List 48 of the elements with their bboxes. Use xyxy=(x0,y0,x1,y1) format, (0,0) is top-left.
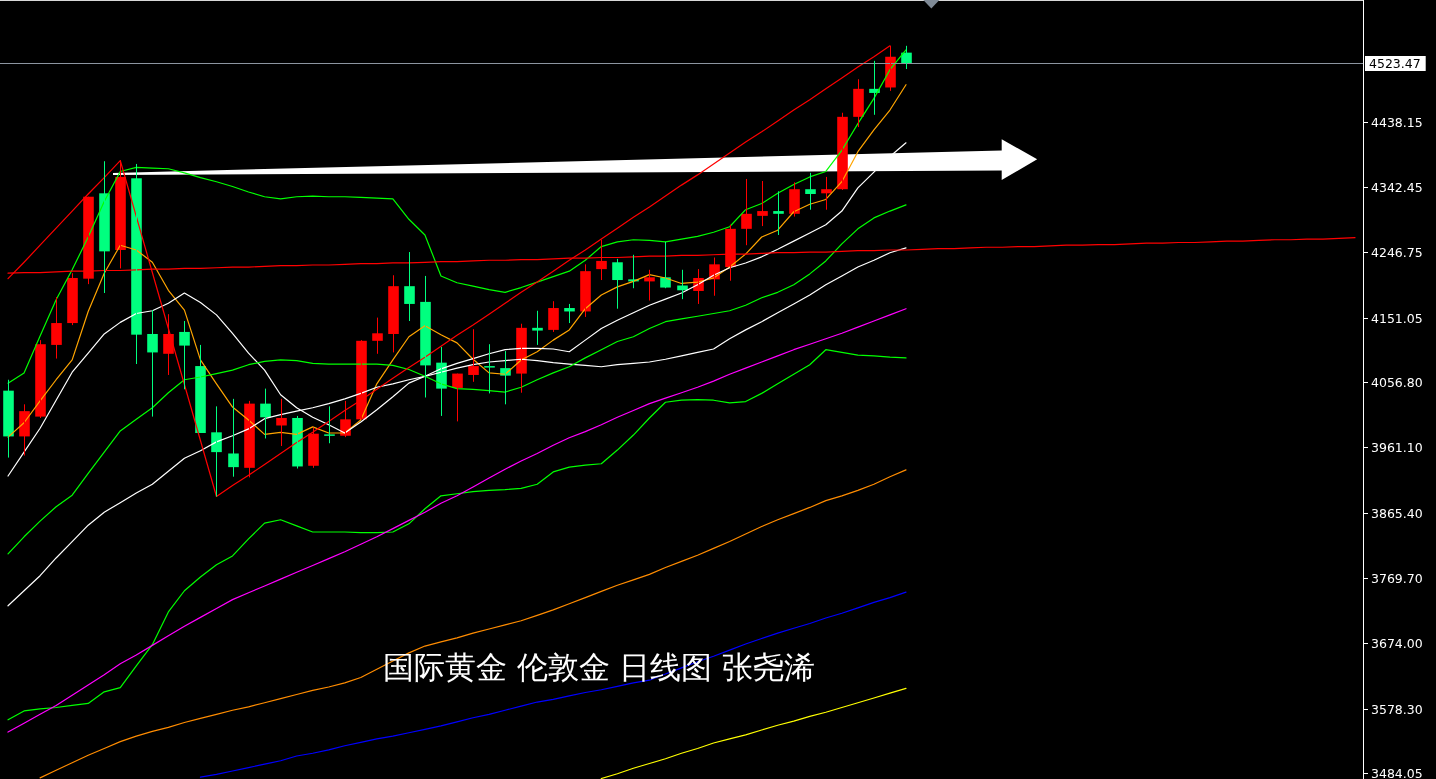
ref-line-label: 4523.47 xyxy=(1369,56,1421,71)
candlestick xyxy=(35,339,46,419)
line-series xyxy=(7,84,907,438)
candlestick xyxy=(741,178,752,246)
line-series xyxy=(7,49,907,384)
candlestick xyxy=(548,300,559,333)
candlestick xyxy=(484,343,495,394)
y-tick-label: 3674.00 xyxy=(1371,636,1423,651)
candlestick xyxy=(853,78,864,128)
y-tick-label: 4151.05 xyxy=(1371,311,1423,326)
candlestick xyxy=(115,160,126,269)
candlestick xyxy=(324,405,335,444)
line-series xyxy=(7,204,907,555)
candlestick xyxy=(757,180,768,227)
y-tick-label: 3865.40 xyxy=(1371,506,1423,521)
candlestick xyxy=(179,320,190,390)
candlestick xyxy=(388,274,399,353)
y-tick-label: 3578.30 xyxy=(1371,702,1423,717)
y-tick-label: 3961.10 xyxy=(1371,440,1423,455)
candlestick xyxy=(3,379,14,459)
candlestick xyxy=(805,172,816,211)
candlestick xyxy=(821,176,832,211)
candlestick xyxy=(228,398,239,478)
candlestick xyxy=(372,317,383,355)
candlestick xyxy=(580,263,591,318)
candlestick xyxy=(773,190,784,236)
candlestick xyxy=(644,269,655,302)
candlestick xyxy=(99,160,110,294)
y-tick-label: 4056.80 xyxy=(1371,375,1423,390)
candlestick xyxy=(660,241,671,289)
candlestick xyxy=(244,400,255,478)
y-tick-label: 3484.05 xyxy=(1371,766,1423,779)
y-tick-label: 4438.15 xyxy=(1371,115,1423,130)
candlestick xyxy=(532,310,543,346)
line-series xyxy=(39,469,907,779)
line-series xyxy=(600,687,907,779)
candlestick xyxy=(468,328,479,383)
y-tick-label: 3769.70 xyxy=(1371,571,1423,586)
candlestick xyxy=(147,309,158,418)
y-tick-label: 4342.45 xyxy=(1371,180,1423,195)
candlestick xyxy=(789,181,800,218)
candlestick xyxy=(612,258,623,310)
candlestick xyxy=(51,296,62,360)
y-tick-label: 4246.75 xyxy=(1371,245,1423,260)
candlestick xyxy=(404,251,415,322)
line-series xyxy=(199,591,907,778)
candlestick xyxy=(308,427,319,469)
candlestick xyxy=(195,344,206,434)
